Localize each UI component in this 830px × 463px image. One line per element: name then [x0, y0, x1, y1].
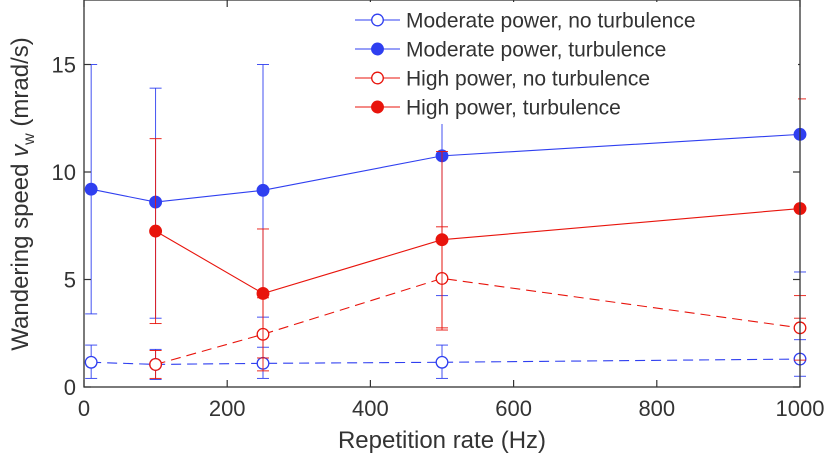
data-point: [435, 233, 449, 247]
legend-label: High power, turbulence: [406, 97, 621, 120]
data-point: [84, 182, 98, 196]
legend-marker: [371, 100, 384, 114]
x-axis-title: Repetition rate (Hz): [338, 427, 546, 454]
legend: Moderate power, no turbulence Moderate po…: [346, 2, 798, 124]
legend-box: [346, 2, 798, 124]
y-axis-title-main: Wandering speed: [7, 157, 34, 351]
tick-layer: 0 200 400 600 800 1000 0 5 10 15: [52, 0, 825, 421]
series-line: [91, 358, 801, 365]
legend-marker: [371, 13, 384, 27]
data-point: [149, 357, 163, 371]
x-tick-label: 1000: [776, 396, 825, 421]
series-line: [155, 277, 801, 365]
legend-marker: [371, 42, 384, 56]
legend-label: Moderate power, no turbulence: [406, 10, 696, 33]
legend-entry: Moderate power, no turbulence: [355, 10, 696, 33]
x-tick-label: 400: [352, 396, 389, 421]
data-point: [84, 355, 98, 369]
series-line: [155, 208, 801, 295]
y-tick-label: 15: [52, 53, 76, 78]
x-tick-label: 200: [209, 396, 246, 421]
x-tick-label: 800: [638, 396, 675, 421]
plot-frame: [83, 0, 801, 388]
y-axis-title-units: (mrad/s): [7, 37, 34, 133]
y-tick-label: 0: [64, 375, 76, 400]
legend-entry: High power, no turbulence: [355, 68, 650, 91]
legend-label: High power, no turbulence: [406, 68, 650, 91]
y-tick-label: 5: [64, 268, 76, 293]
legend-marker: [371, 71, 384, 85]
y-tick-label: 10: [52, 160, 76, 185]
data-point: [256, 287, 270, 300]
y-axis-title-subscript: w: [21, 133, 38, 146]
legend-entry: Moderate power, turbulence: [355, 39, 666, 62]
legend-entry: High power, turbulence: [355, 97, 621, 120]
x-tick-label: 600: [495, 396, 532, 421]
x-tick-label: 0: [78, 396, 90, 421]
y-axis-title-symbol: v: [7, 143, 34, 157]
legend-label: Moderate power, turbulence: [406, 39, 666, 62]
y-axis-title: Wandering speed vw (mrad/s): [7, 37, 38, 350]
data-point: [435, 355, 449, 369]
data-point: [149, 224, 163, 238]
data-point: [256, 183, 270, 197]
